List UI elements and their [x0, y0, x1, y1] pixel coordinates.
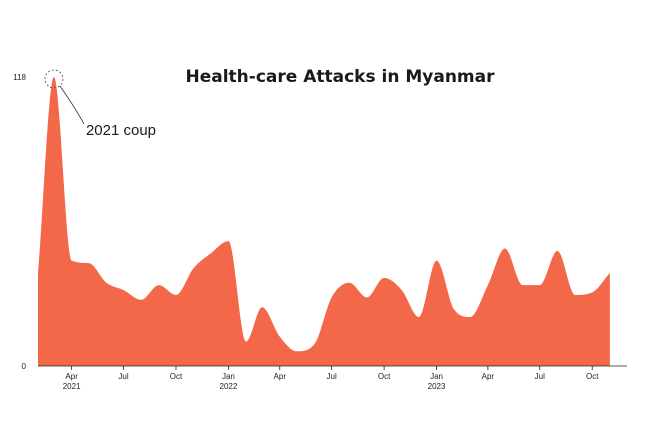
x-tick-year-label: 2021 [63, 382, 81, 391]
area-layer [38, 77, 610, 366]
chart-title: Health-care Attacks in Myanmar [185, 67, 495, 87]
x-tick-label: Jul [327, 372, 337, 381]
series-area-0 [38, 77, 610, 366]
annotation-layer: 2021 coup [44, 69, 156, 139]
annotation-circle [44, 69, 64, 89]
x-tick-year-label: 2022 [220, 382, 238, 391]
y-axis-ticks: 0 118 [13, 73, 26, 371]
x-tick-label: Jan [222, 372, 235, 381]
x-tick-year-label: 2023 [428, 382, 446, 391]
x-tick-label: Apr [482, 372, 495, 381]
x-tick-label: Jul [118, 372, 128, 381]
y-tick-label: 118 [13, 73, 26, 82]
y-tick-label: 0 [22, 362, 27, 371]
x-tick-label: Jul [535, 372, 545, 381]
x-tick-label: Oct [378, 372, 391, 381]
x-tick-label: Apr [274, 372, 287, 381]
x-tick-label: Oct [586, 372, 599, 381]
annotation-label: 2021 coup [86, 122, 156, 139]
x-tick-label: Apr [65, 372, 78, 381]
x-tick-label: Oct [170, 372, 183, 381]
annotation-leader [59, 85, 85, 125]
x-tick-label: Jan [430, 372, 443, 381]
